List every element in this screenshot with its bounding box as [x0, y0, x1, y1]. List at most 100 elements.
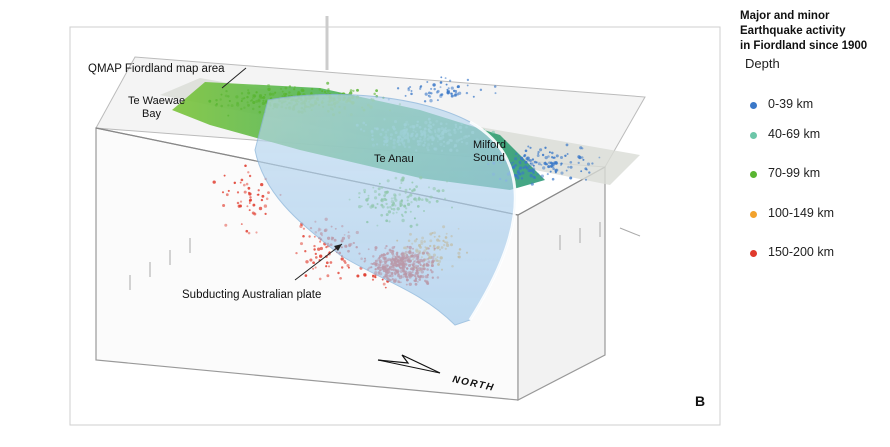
earthquake-point: [372, 274, 375, 278]
earthquake-point: [224, 94, 228, 98]
earthquake-point: [247, 171, 250, 174]
earthquake-point: [440, 93, 444, 96]
earthquake-point: [537, 150, 540, 154]
earthquake-point: [263, 204, 268, 208]
earthquake-point: [524, 160, 528, 164]
earthquake-point: [249, 99, 252, 102]
earthquake-point: [491, 130, 495, 134]
earthquake-point: [552, 156, 555, 159]
earthquake-point: [314, 252, 317, 256]
earthquake-point: [551, 151, 554, 155]
earthquake-point: [239, 181, 242, 184]
earthquake-point: [426, 81, 429, 83]
earthquake-point: [450, 94, 454, 98]
earthquake-point: [349, 91, 353, 95]
earthquake-point: [317, 247, 321, 251]
earthquake-point: [539, 148, 543, 152]
earthquake-point: [450, 92, 453, 95]
legend-dot-icon: [750, 250, 757, 257]
earthquake-point: [517, 155, 520, 158]
earthquake-point: [240, 99, 243, 103]
earthquake-point: [536, 154, 540, 158]
earthquake-point: [524, 149, 528, 153]
earthquake-point: [305, 260, 309, 264]
legend-title: Major and minor Earthquake activity in F…: [740, 9, 890, 54]
earthquake-point: [256, 193, 259, 196]
earthquake-point: [225, 193, 229, 197]
earthquake-point: [436, 99, 439, 102]
earthquake-point: [429, 99, 433, 103]
earthquake-point: [288, 85, 292, 88]
box-top-edge: [95, 127, 606, 216]
earthquake-point: [465, 91, 469, 95]
earthquake-point: [529, 169, 532, 173]
earthquake-point: [285, 93, 288, 96]
earthquake-point: [520, 177, 524, 180]
earthquake-point: [255, 99, 259, 103]
earthquake-point: [349, 89, 353, 92]
earthquake-point: [552, 167, 555, 170]
earthquake-point: [352, 89, 355, 93]
earthquake-point: [248, 174, 252, 178]
earthquake-point: [410, 92, 413, 96]
earthquake-point: [227, 95, 230, 98]
earthquake-point: [318, 88, 322, 91]
earthquake-point: [214, 103, 218, 107]
earthquake-point: [236, 191, 240, 194]
earthquake-point: [384, 286, 387, 289]
earthquake-point: [258, 110, 262, 114]
legend-title-line: Earthquake activity: [740, 25, 846, 37]
earthquake-point: [220, 104, 223, 108]
earthquake-point: [245, 229, 249, 233]
earthquake-point: [247, 186, 251, 190]
te-waewae-label-line1: Te Waewae: [128, 95, 185, 107]
earthquake-point: [584, 178, 588, 181]
earthquake-point: [240, 178, 244, 182]
earthquake-point: [247, 91, 251, 95]
earthquake-point: [326, 274, 330, 278]
legend-label: 70-99 km: [768, 166, 821, 180]
earthquake-point: [262, 99, 265, 102]
earthquake-point: [325, 245, 328, 249]
earthquake-point: [363, 272, 367, 277]
earthquake-point: [247, 89, 250, 92]
earthquake-point: [554, 161, 558, 165]
earthquake-point: [580, 156, 584, 159]
earthquake-point: [340, 257, 344, 261]
earthquake-point: [453, 94, 457, 97]
earthquake-point: [598, 156, 601, 159]
earthquake-point: [208, 99, 212, 103]
earthquake-point: [246, 205, 249, 208]
earthquake-point: [547, 165, 551, 169]
earthquake-point: [313, 248, 316, 251]
earthquake-point: [249, 196, 252, 199]
earthquake-point: [541, 153, 545, 157]
earthquake-point: [409, 85, 412, 89]
earthquake-point: [319, 240, 322, 243]
earthquake-point: [536, 172, 539, 176]
slab-arrow-head: [334, 244, 342, 251]
earthquake-point: [313, 244, 316, 248]
box-tick-marks: [129, 222, 641, 290]
earthquake-point: [288, 91, 291, 94]
earthquake-point: [321, 90, 324, 93]
earthquake-point: [225, 89, 228, 93]
earthquake-point: [424, 92, 428, 96]
earthquake-point: [267, 84, 271, 87]
figure-frame: [69, 26, 721, 426]
earthquake-point: [547, 155, 550, 158]
earthquake-point: [566, 153, 569, 155]
earthquake-point: [423, 100, 427, 103]
legend-label: 0-39 km: [768, 97, 814, 111]
earthquake-point: [240, 92, 244, 95]
earthquake-point: [445, 83, 448, 86]
earthquake-point: [312, 261, 315, 265]
earthquake-point: [569, 165, 573, 169]
slab-arrow: [294, 243, 343, 281]
earthquake-point: [588, 171, 591, 174]
earthquake-point: [246, 95, 249, 99]
earthquake-point: [323, 90, 327, 94]
earthquake-point: [313, 235, 316, 238]
earthquake-point: [527, 165, 531, 168]
